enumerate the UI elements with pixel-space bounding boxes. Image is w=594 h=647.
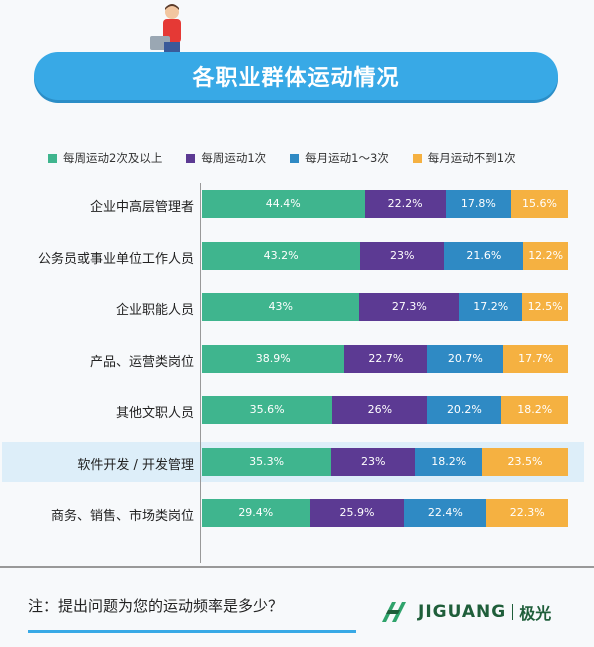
bar-segment <box>510 190 568 218</box>
category-label: 其他文职人员 <box>115 406 194 421</box>
bar-value-label: 20.2% <box>446 403 482 416</box>
legend-item-2: 每周运动1次 <box>186 150 266 166</box>
bar-value-label: 38.9% <box>255 351 291 365</box>
footer-divider <box>0 566 594 568</box>
bar-segment <box>522 293 568 321</box>
bar-value-label: 12.5% <box>527 300 563 313</box>
bar-value-label: 22.3% <box>509 506 545 519</box>
legend-item-3: 每月运动1～3次 <box>290 150 389 166</box>
legend-label-2: 每周运动1次 <box>201 151 267 165</box>
bar-segment <box>202 499 310 527</box>
bar-value-label: 44.4% <box>265 197 301 210</box>
brand-separator <box>512 604 514 620</box>
legend-label-3: 每月运动1～3次 <box>305 151 389 165</box>
bar-value-label: 43.2% <box>263 248 299 262</box>
title-banner: 各职业群体运动情况 <box>34 52 558 100</box>
bar-segment <box>523 241 568 270</box>
bar-value-label: 17.2% <box>473 300 509 313</box>
bar-segment <box>202 447 332 476</box>
legend-item-1: 每周运动2次及以上 <box>48 150 162 166</box>
bar-value-label: 29.4% <box>238 506 274 519</box>
bar-value-label: 18.2% <box>517 403 553 416</box>
category-label: 企业职能人员 <box>115 303 194 318</box>
bar-segment <box>503 344 568 373</box>
bar-segment <box>481 447 568 476</box>
bar-value-label: 17.8% <box>460 197 496 210</box>
stacked-bar-chart: 企业中高层管理者 44.4% 22.2% 17.8% 15.6% 公务员或事业单位工作人员… <box>0 180 594 560</box>
bar-segment <box>501 396 568 424</box>
bar-segment <box>332 396 428 424</box>
bar-value-label: 43% <box>268 300 293 313</box>
bar-segment <box>415 447 482 476</box>
bar-segment <box>202 396 333 424</box>
category-label: 软件开发 / 开发管理 <box>77 457 194 473</box>
bar-segment <box>202 293 360 321</box>
brand-name: JIGUANG <box>418 602 507 622</box>
bar-segment <box>331 447 416 476</box>
legend-swatch-4 <box>412 153 422 163</box>
bar-value-label: 27.3% <box>391 300 427 313</box>
bar-segment <box>364 190 446 218</box>
bar-segment <box>427 344 504 373</box>
bar-segment <box>202 190 365 218</box>
category-label: 产品、运营类岗位 <box>89 354 194 370</box>
footnote-underline <box>28 630 356 633</box>
bar-segment <box>202 344 345 373</box>
category-label: 公务员或事业单位工作人员 <box>37 251 194 267</box>
bar-value-label: 26% <box>367 403 393 416</box>
chart-legend: 每周运动2次及以上 每周运动1次 每月运动1～3次 每月运动不到1次 <box>48 150 578 166</box>
legend-swatch-1 <box>48 153 57 163</box>
bar-segment <box>359 293 460 321</box>
bar-value-label: 12.2% <box>528 248 564 262</box>
bar-value-label: 15.6% <box>521 197 557 210</box>
legend-label-4: 每月运动不到1次 <box>427 151 516 165</box>
brand-name-cn: 极光 <box>519 604 552 623</box>
bar-segment <box>459 293 523 321</box>
bar-value-label: 23% <box>389 248 415 262</box>
bar-segment <box>445 190 511 218</box>
bar-value-label: 22.7% <box>368 351 404 365</box>
bar-segment <box>404 499 487 527</box>
bar-value-label: 35.6% <box>249 403 285 416</box>
bar-value-label: 22.4% <box>427 506 463 519</box>
bar-value-label: 23.5% <box>507 454 543 468</box>
bar-value-label: 17.7% <box>518 351 554 365</box>
category-axis-line <box>200 183 201 563</box>
category-label: 企业中高层管理者 <box>89 200 194 215</box>
bar-value-label: 18.2% <box>431 454 467 468</box>
category-label: 商务、销售、市场类岗位 <box>50 509 194 524</box>
bar-segment <box>427 396 502 424</box>
bar-value-label: 25.9% <box>339 506 375 519</box>
legend-swatch-3 <box>290 153 300 163</box>
bar-value-label: 20.7% <box>447 351 483 365</box>
legend-item-4: 每月运动不到1次 <box>412 150 516 166</box>
bar-segment <box>344 344 428 373</box>
legend-label-1: 每周运动2次及以上 <box>63 151 163 165</box>
bar-value-label: 23% <box>361 454 386 468</box>
bar-value-label: 21.6% <box>466 248 502 262</box>
bar-value-label: 22.2% <box>387 197 423 210</box>
bar-segment <box>202 241 361 270</box>
brand-logo: JIGUANG 极光 <box>378 592 578 632</box>
legend-swatch-2 <box>186 153 196 163</box>
footnote: 注：提出问题为您的运动频率是多少？ <box>28 597 284 615</box>
page-title: 各职业群体运动情况 <box>192 66 400 91</box>
bar-segment <box>309 499 405 527</box>
jiguang-logo-icon <box>382 602 406 622</box>
bar-value-label: 35.3% <box>249 454 285 468</box>
bar-segment <box>486 499 568 527</box>
bar-segment <box>360 241 445 270</box>
bar-segment <box>444 241 524 270</box>
